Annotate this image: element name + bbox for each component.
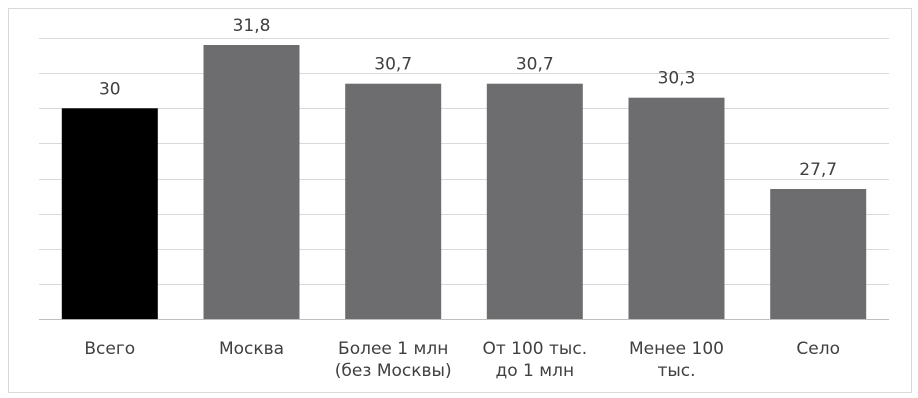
category-label: От 100 тыс. до 1 млн: [465, 338, 605, 382]
category-label-line: От 100 тыс.: [482, 339, 588, 359]
bar: [61, 108, 158, 320]
data-label: 30,7: [516, 55, 554, 75]
category-label: Москва: [182, 338, 322, 360]
category-label-line: до 1 млн: [495, 361, 575, 381]
bar: [628, 97, 725, 319]
data-label: 30: [99, 79, 121, 99]
data-label: 30,3: [658, 69, 696, 89]
category-label-line: Село: [796, 339, 840, 359]
bar-chart: 30 31,8 30,7 30,7 30,3 27,7: [39, 16, 889, 320]
data-label: 31,8: [233, 16, 271, 36]
bar: [345, 83, 442, 319]
data-label: 27,7: [799, 160, 837, 180]
category-label-line: Менее 100: [628, 339, 724, 359]
chart-frame: 30 31,8 30,7 30,7 30,3 27,7 Всего Москва Более …: [8, 8, 912, 393]
category-label-line: Всего: [84, 339, 136, 359]
category-label-line: Более 1 млн: [338, 339, 449, 359]
category-label: Село: [748, 338, 888, 360]
gridlines: [39, 38, 889, 320]
category-label: Более 1 млн (без Москвы): [323, 338, 463, 382]
category-label: Всего: [40, 338, 180, 360]
bar: [486, 83, 583, 319]
bar: [770, 189, 867, 319]
data-labels: 30 31,8 30,7 30,7 30,3 27,7: [99, 16, 837, 180]
category-label: Менее 100 тыс.: [607, 338, 747, 382]
bar: [203, 45, 300, 319]
category-label-line: (без Москвы): [334, 361, 452, 381]
category-label-line: Москва: [218, 339, 285, 359]
bars: [61, 45, 867, 320]
data-label: 30,7: [374, 55, 412, 75]
category-label-line: тыс.: [657, 361, 696, 381]
